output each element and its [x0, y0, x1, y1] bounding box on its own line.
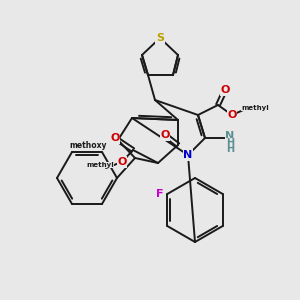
Text: O: O: [117, 157, 127, 167]
Text: N: N: [225, 131, 235, 141]
Text: O: O: [227, 110, 237, 120]
Text: methyl: methyl: [86, 162, 114, 168]
Text: O: O: [110, 133, 120, 143]
Text: S: S: [156, 33, 164, 43]
Text: methoxy: methoxy: [69, 142, 107, 151]
Text: methyl: methyl: [241, 105, 269, 111]
Text: N: N: [183, 150, 193, 160]
Text: F: F: [155, 189, 163, 199]
Text: O: O: [160, 130, 170, 140]
Text: O: O: [220, 85, 230, 95]
Text: H: H: [226, 144, 234, 154]
Text: H: H: [226, 138, 234, 148]
